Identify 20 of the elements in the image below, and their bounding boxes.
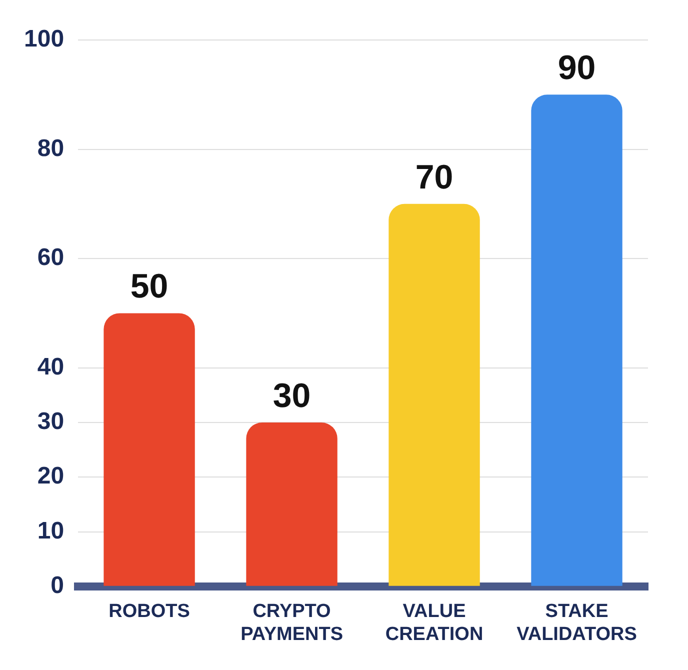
data-label: 50 (130, 268, 168, 306)
y-tick-label: 100 (24, 26, 64, 53)
x-tick-label: STAKE VALIDATORS (516, 601, 637, 645)
x-tick-label: CRYPTO PAYMENTS (240, 601, 343, 645)
y-tick-label: 80 (37, 134, 64, 162)
y-tick-label: 0 (50, 572, 64, 600)
bar (531, 94, 622, 586)
y-tick-label: 20 (37, 462, 64, 490)
x-tick-label: ROBOTS (108, 601, 190, 622)
data-label: 30 (272, 376, 311, 415)
y-tick-label: 40 (37, 353, 64, 380)
bar (388, 204, 480, 586)
data-label: 70 (415, 158, 454, 196)
data-label: 90 (558, 49, 596, 88)
bar (246, 422, 338, 586)
y-tick-label: 60 (37, 244, 64, 272)
y-tick-label: 10 (37, 517, 64, 544)
x-tick-label: VALUE CREATION (385, 601, 484, 645)
y-tick-label: 30 (37, 408, 64, 436)
bar (104, 313, 195, 586)
